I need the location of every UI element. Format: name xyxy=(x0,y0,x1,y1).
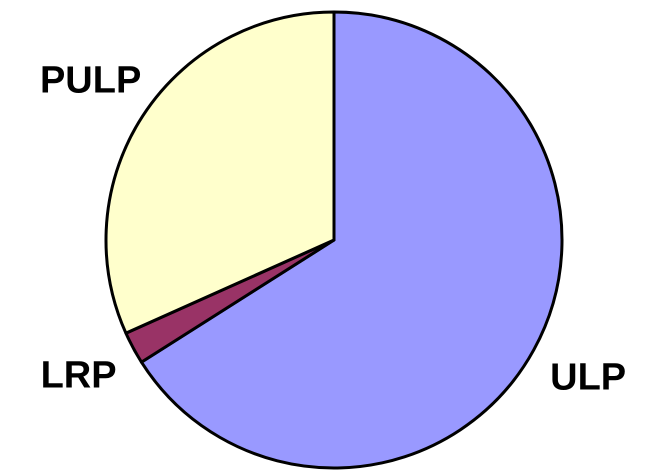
pie-slice xyxy=(139,10,564,470)
slice-label: LRP xyxy=(41,354,117,396)
slice-label: PULP xyxy=(40,59,141,101)
slice-label: ULP xyxy=(550,357,626,399)
pie-slice xyxy=(104,10,336,335)
